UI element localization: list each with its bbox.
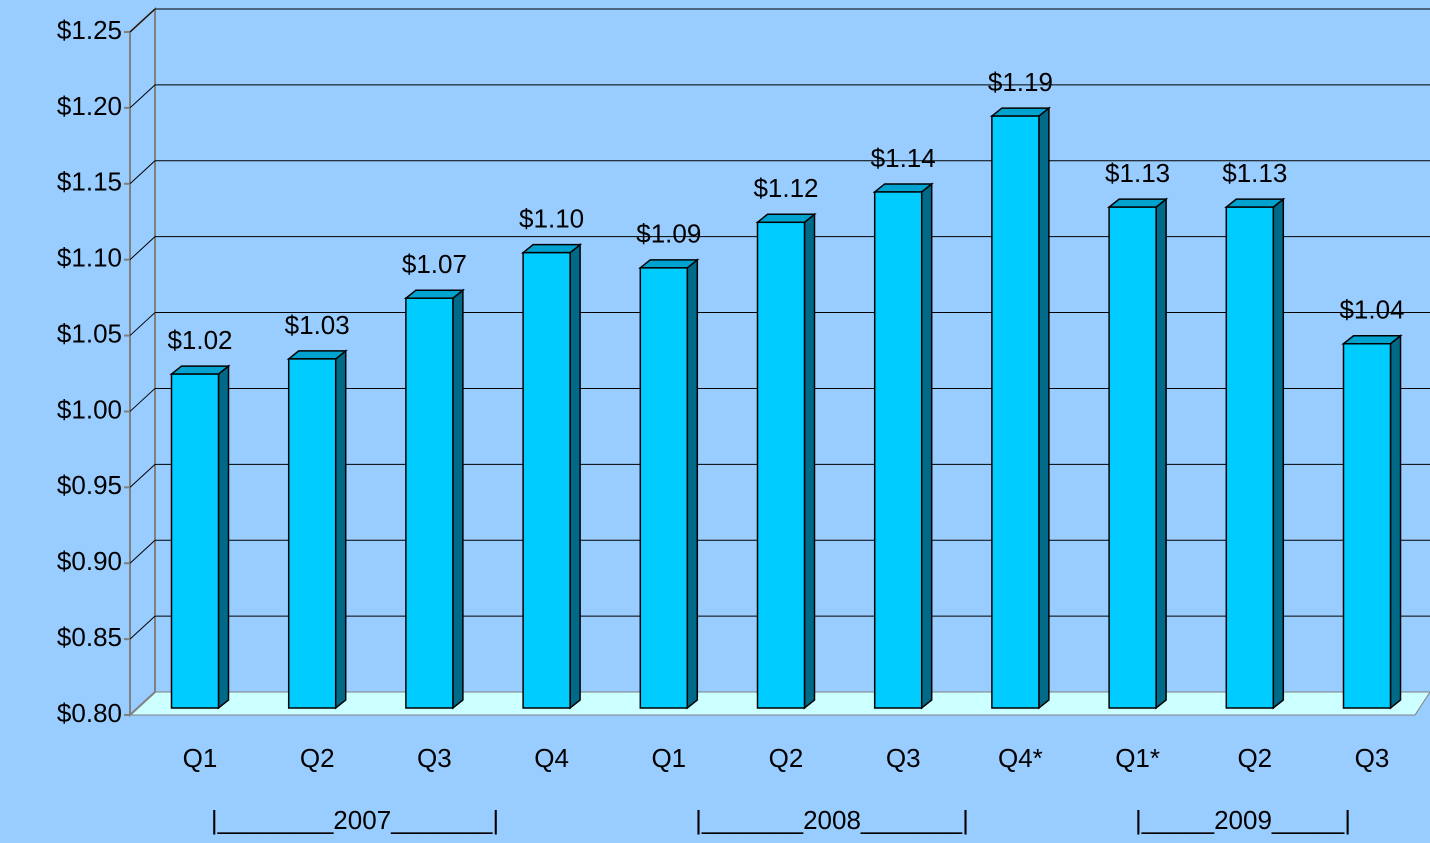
bar-side	[217, 364, 230, 710]
bar-top	[872, 183, 934, 193]
bar-side	[920, 182, 933, 710]
grid-line	[129, 463, 156, 488]
value-label: $1.14	[871, 143, 936, 173]
bar-side	[686, 258, 699, 710]
bar	[1342, 342, 1392, 709]
grid-line	[129, 236, 156, 261]
value-label: $1.02	[167, 325, 232, 355]
group-label: |________2007_______|	[211, 805, 499, 835]
x-tick-label: Q2	[769, 743, 804, 773]
grid-line	[129, 8, 156, 33]
y-tick-label: $1.00	[57, 394, 122, 424]
group-label: |_____2009_____|	[1135, 805, 1351, 835]
bar	[1225, 206, 1275, 709]
bar	[756, 221, 806, 709]
bar-side	[569, 243, 581, 710]
bar	[991, 115, 1040, 709]
bar	[287, 358, 337, 709]
x-tick-label: Q2	[300, 743, 335, 773]
value-label: $1.13	[1222, 158, 1287, 188]
bar-top	[286, 350, 348, 360]
x-tick-label: Q3	[886, 743, 921, 773]
bar-top	[1341, 334, 1403, 345]
bar-top	[1106, 198, 1169, 208]
bar-side	[803, 212, 816, 710]
bar-top	[638, 259, 700, 269]
y-tick-label: $0.95	[57, 470, 122, 500]
bar-side	[1272, 197, 1285, 710]
value-label: $1.03	[285, 310, 350, 340]
bar-side	[334, 349, 347, 710]
grid-line	[129, 388, 156, 412]
x-tick-label: Q4*	[998, 743, 1043, 773]
bar-side	[1155, 197, 1167, 710]
value-label: $1.04	[1339, 295, 1404, 325]
x-tick-label: Q4	[534, 743, 569, 773]
x-tick-label: Q3	[1355, 743, 1390, 773]
bar	[1108, 206, 1157, 709]
bar-top	[520, 243, 583, 254]
y-tick-label: $0.85	[57, 622, 122, 652]
bar-side	[452, 288, 464, 710]
y-tick-label: $1.05	[57, 318, 122, 348]
grid-line	[129, 312, 156, 336]
x-tick-label: Q1	[651, 743, 686, 773]
bar-top	[755, 213, 817, 224]
group-label: |_______2008_______|	[695, 805, 969, 835]
bar-side	[1389, 334, 1402, 710]
x-tick-label: Q1	[183, 743, 218, 773]
x-tick-label: Q2	[1237, 743, 1272, 773]
bar-top	[989, 107, 1052, 117]
bar-top	[1224, 198, 1286, 208]
value-label: $1.12	[753, 173, 818, 203]
y-tick-label: $1.20	[57, 91, 122, 121]
y-tick-label: $1.15	[57, 167, 122, 197]
y-tick-label: $1.10	[57, 243, 122, 273]
bar	[522, 251, 571, 709]
grid-line	[129, 84, 156, 109]
bar	[639, 267, 689, 709]
value-label: $1.07	[402, 249, 467, 279]
bar-top	[403, 289, 466, 299]
value-label: $1.09	[636, 219, 701, 249]
x-tick-label: Q3	[417, 743, 452, 773]
bar	[405, 297, 454, 709]
bar	[873, 191, 923, 709]
grid-line	[129, 615, 156, 640]
value-label: $1.19	[988, 67, 1053, 97]
y-tick-label: $1.25	[57, 15, 122, 45]
y-tick-label: $0.90	[57, 546, 122, 576]
x-tick-label: Q1*	[1115, 743, 1160, 773]
bar-side	[1038, 106, 1050, 710]
value-label: $1.10	[519, 204, 584, 234]
left-wall	[129, 6, 156, 718]
grid-line	[129, 539, 156, 564]
grid-line	[129, 160, 156, 185]
bar-top	[169, 365, 231, 375]
value-label: $1.13	[1105, 158, 1170, 188]
bar	[170, 373, 220, 709]
y-tick-label: $0.80	[57, 698, 122, 728]
